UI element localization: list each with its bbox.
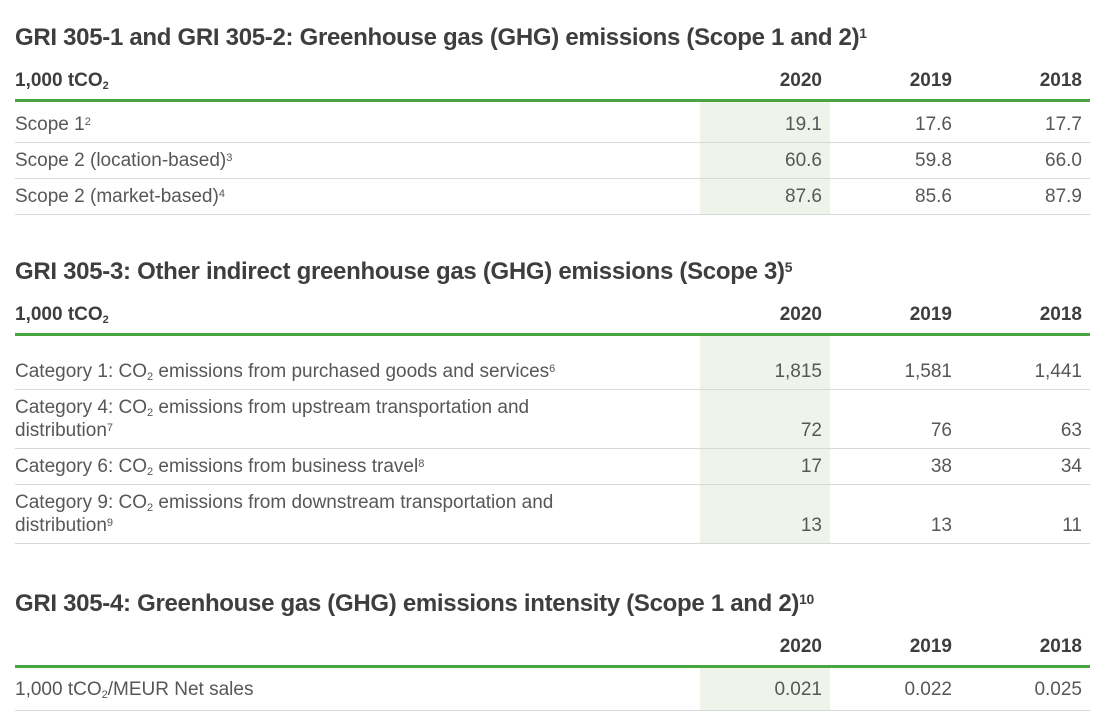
value-2020: 72 [700,389,830,449]
year-header-2019: 2019 [830,303,960,336]
year-header-2018: 2018 [960,303,1090,336]
value-2018: 34 [960,448,1090,485]
value-2018: 63 [960,389,1090,449]
table-row-category-4: Category 4: CO2 emissions from upstream … [15,389,1090,449]
section-gri-305-4: GRI 305-4: Greenhouse gas (GHG) emission… [15,590,1090,711]
value-2019: 1,581 [830,334,960,390]
row-label: 1,000 tCO2/MEUR Net sales [15,666,700,711]
table-ghg-emissions-intensity: 2020 2019 2018 1,000 tCO2/MEUR Net sales… [15,635,1090,711]
table-row-scope-2-location: Scope 2 (location-based)3 60.6 59.8 66.0 [15,142,1090,179]
value-2020: 0.021 [700,666,830,711]
table-header-row: 1,000 tCO2 2020 2019 2018 [15,303,1090,336]
year-header-2019: 2019 [830,635,960,668]
value-2018: 0.025 [960,666,1090,711]
value-2020: 19.1 [700,100,830,143]
section-gri-305-1-2: GRI 305-1 and GRI 305-2: Greenhouse gas … [15,24,1090,215]
value-2019: 38 [830,448,960,485]
value-2020: 60.6 [700,142,830,179]
row-label: Category 1: CO2 emissions from purchased… [15,334,700,390]
table-row-intensity: 1,000 tCO2/MEUR Net sales 0.021 0.022 0.… [15,666,1090,711]
unit-header: 1,000 tCO2 [15,303,700,336]
row-label: Scope 2 (location-based)3 [15,142,700,179]
value-2019: 13 [830,484,960,544]
row-label: Category 6: CO2 emissions from business … [15,448,700,485]
row-label: Scope 2 (market-based)4 [15,178,700,215]
table-row-scope-1: Scope 12 19.1 17.6 17.7 [15,100,1090,143]
section-gri-305-3: GRI 305-3: Other indirect greenhouse gas… [15,258,1090,544]
value-2020: 13 [700,484,830,544]
section-title-gri-305-3: GRI 305-3: Other indirect greenhouse gas… [15,258,793,285]
table-header-row: 1,000 tCO2 2020 2019 2018 [15,69,1090,102]
value-2019: 0.022 [830,666,960,711]
year-header-2019: 2019 [830,69,960,102]
year-header-2020: 2020 [700,303,830,336]
row-label: Category 9: CO2 emissions from downstrea… [15,484,700,544]
table-row-category-9: Category 9: CO2 emissions from downstrea… [15,484,1090,544]
table-row-category-1: Category 1: CO2 emissions from purchased… [15,334,1090,390]
table-ghg-emissions-scope-1-2: 1,000 tCO2 2020 2019 2018 Scope 12 19.1 … [15,69,1090,215]
section-title-gri-305-1-2: GRI 305-1 and GRI 305-2: Greenhouse gas … [15,24,867,51]
year-header-2018: 2018 [960,69,1090,102]
value-2019: 76 [830,389,960,449]
unit-header [15,635,700,668]
table-ghg-emissions-scope-3: 1,000 tCO2 2020 2019 2018 Category 1: CO… [15,303,1090,544]
year-header-2018: 2018 [960,635,1090,668]
table-row-category-6: Category 6: CO2 emissions from business … [15,448,1090,485]
value-2018: 11 [960,484,1090,544]
value-2018: 1,441 [960,334,1090,390]
value-2019: 85.6 [830,178,960,215]
value-2018: 17.7 [960,100,1090,143]
table-row-scope-2-market: Scope 2 (market-based)4 87.6 85.6 87.9 [15,178,1090,215]
value-2019: 17.6 [830,100,960,143]
unit-header: 1,000 tCO2 [15,69,700,102]
value-2018: 87.9 [960,178,1090,215]
value-2019: 59.8 [830,142,960,179]
row-label: Scope 12 [15,100,700,143]
year-header-2020: 2020 [700,635,830,668]
value-2018: 66.0 [960,142,1090,179]
section-title-gri-305-4: GRI 305-4: Greenhouse gas (GHG) emission… [15,590,814,617]
value-2020: 1,815 [700,334,830,390]
value-2020: 87.6 [700,178,830,215]
row-label: Category 4: CO2 emissions from upstream … [15,389,700,449]
table-header-row: 2020 2019 2018 [15,635,1090,668]
year-header-2020: 2020 [700,69,830,102]
value-2020: 17 [700,448,830,485]
